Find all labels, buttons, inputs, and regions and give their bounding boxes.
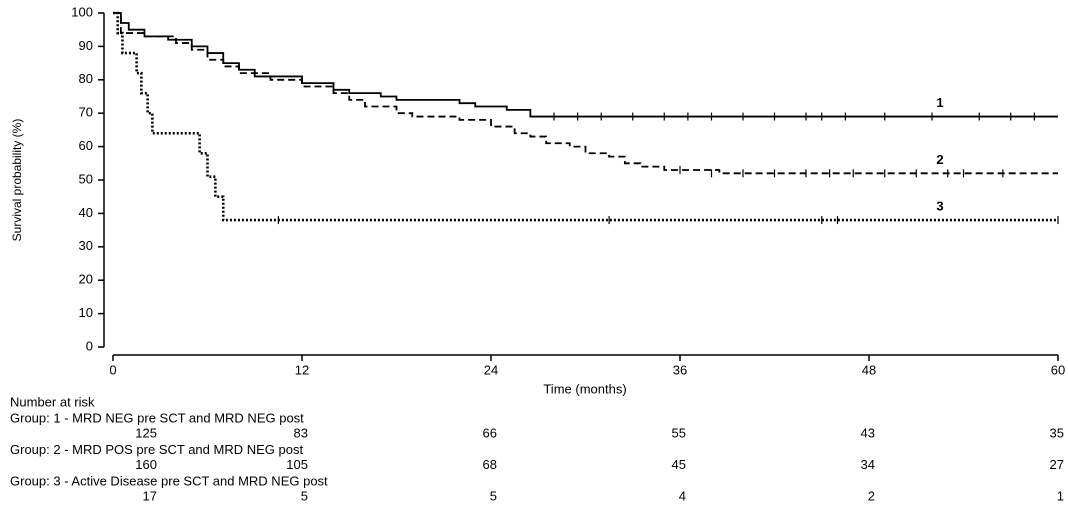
risk-count: 66 [483,425,497,440]
y-tick-label: 20 [79,272,93,287]
series-label: 2 [936,152,943,167]
risk-group-label: Group: 2 - MRD POS pre SCT and MRD NEG p… [10,442,303,457]
risk-count: 45 [672,457,686,472]
y-tick-label: 80 [79,71,93,86]
x-tick-label: 12 [295,362,309,377]
x-tick-label: 60 [1051,362,1065,377]
risk-count: 43 [861,425,875,440]
x-axis-label: Time (months) [543,381,626,396]
y-tick-label: 70 [79,105,93,120]
y-tick-label: 90 [79,38,93,53]
risk-count: 4 [679,488,686,503]
x-tick-label: 24 [484,362,498,377]
risk-count: 5 [301,488,308,503]
y-tick-label: 100 [71,4,93,19]
survival-curve [113,12,1058,175]
risk-count: 2 [868,488,875,503]
y-tick-label: 50 [79,171,93,186]
risk-count: 160 [135,457,157,472]
survival-curve [113,11,1058,222]
risk-count: 68 [483,457,497,472]
x-tick-label: 48 [862,362,876,377]
x-tick-label: 36 [673,362,687,377]
y-tick-label: 40 [79,205,93,220]
risk-count: 55 [672,425,686,440]
x-tick-label: 0 [109,362,116,377]
survival-curve [113,12,1058,118]
risk-count: 17 [143,488,157,503]
series-label: 3 [936,199,943,214]
risk-count: 1 [1057,488,1064,503]
y-tick-label: 10 [79,305,93,320]
risk-count: 83 [294,425,308,440]
risk-count: 5 [490,488,497,503]
risk-group-label: Group: 3 - Active Disease pre SCT and MR… [10,473,328,488]
series-label: 1 [936,95,943,110]
risk-group-label: Group: 1 - MRD NEG pre SCT and MRD NEG p… [10,410,304,425]
y-axis-label: Survival probability (%) [10,119,24,242]
y-tick-label: 60 [79,138,93,153]
y-tick-label: 0 [86,338,93,353]
y-tick-label: 30 [79,238,93,253]
risk-count: 105 [286,457,308,472]
risk-count: 125 [135,425,157,440]
risk-count: 27 [1050,457,1064,472]
risk-table-title: Number at risk [10,394,95,409]
risk-count: 35 [1050,425,1064,440]
risk-count: 34 [861,457,875,472]
